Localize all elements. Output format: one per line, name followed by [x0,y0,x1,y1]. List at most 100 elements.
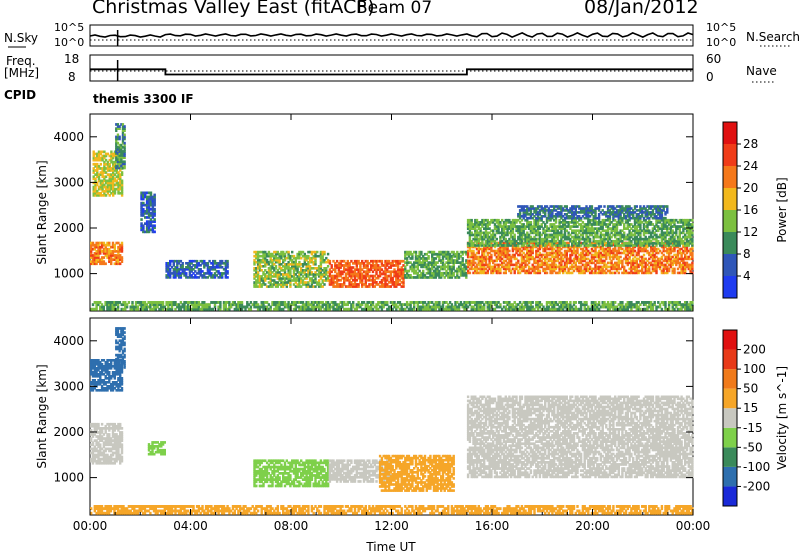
power-data-cell [445,301,448,304]
power-data-cell [542,305,545,309]
power-data-cell [110,183,113,187]
power-data-cell [93,245,96,249]
power-data-cell [296,301,299,304]
power-data-cell [93,260,96,263]
power-data-cell [90,241,93,245]
power-data-cell [92,167,95,170]
power-data-cell [328,303,332,307]
power-data-cell [140,218,143,221]
power-data-cell [116,145,120,149]
power-data-cell [628,305,631,309]
power-data-cell [109,301,113,304]
power-data-cell [116,123,120,126]
power-data-cell [314,301,317,304]
power-data-cell [553,305,556,309]
power-data-cell [94,191,97,195]
power-data-cell [110,181,113,185]
power-data-cell [145,228,149,232]
power-data-cell [233,303,236,307]
power-data-cell [393,301,396,304]
power-data-cell [678,301,681,304]
power-data-cell [153,226,156,230]
power-data-cell [617,271,620,275]
power-data-cell [506,307,509,311]
power-data-cell [479,303,482,307]
power-data-cell [536,305,540,309]
power-data-cell [120,187,124,191]
power-data-cell [488,305,491,309]
power-data-cell [395,305,398,309]
power-data-cell [246,301,249,304]
power-data-cell [120,243,124,247]
power-data-cell [93,247,96,251]
power-data-cell [99,183,102,187]
power-data-cell [120,260,124,263]
power-data-cell [350,305,353,309]
power-data-cell [179,305,183,309]
power-data-cell [102,260,106,263]
power-data-cell [520,307,524,311]
power-data-cell [222,307,226,311]
power-data-cell [103,189,106,193]
power-data-cell [140,207,143,211]
power-data-cell [326,307,330,311]
power-data-cell [684,301,687,304]
power-data-cell [110,262,113,266]
nave-tick-top: 60 [706,52,722,66]
power-data-cell [240,303,244,307]
power-data-cell [120,166,123,170]
power-data-cell [576,307,579,311]
power-data-cell [106,179,110,183]
power-data-cell [393,305,396,309]
power-data-cell [92,185,95,189]
power-data-cell [466,301,470,304]
power-data-cell [119,181,122,185]
power-data-cell [149,201,153,205]
power-data-cell [186,262,190,265]
power-data-cell [619,255,622,259]
power-data-cell [671,307,674,311]
power-data-cell [113,305,116,309]
power-data-cell [287,305,290,309]
power-data-cell [461,305,464,309]
power-data-cell [192,307,195,311]
power-data-cell [624,307,628,311]
power-data-cell [361,307,364,311]
power-data-cell [104,152,108,156]
power-data-cell [103,154,106,158]
power-data-cell [120,189,124,193]
power-data-cell [147,199,151,203]
power-data-cell [411,307,414,311]
power-data-cell [116,160,120,164]
power-data-cell [116,162,120,166]
nsearch-tick-top: 10^5 [706,21,737,34]
power-data-cell [183,301,186,304]
power-data-cell [176,264,179,267]
power-data-cell [569,301,572,304]
power-data-cell [422,305,425,309]
power-data-cell [273,307,276,311]
power-data-cell [149,197,153,201]
power-data-cell [94,162,97,166]
power-data-cell [123,166,126,170]
power-data-cell [282,301,285,304]
power-data-cell [144,203,147,207]
power-data-cell [154,301,157,304]
power-data-cell [188,307,192,311]
power-data-cell [434,301,437,304]
power-data-cell [120,256,124,259]
power-data-cell [594,305,597,309]
power-data-cell [529,303,533,307]
power-data-cell [110,175,113,179]
power-data-cell [680,303,683,307]
power-data-cell [161,307,165,311]
power-data-cell [465,303,468,307]
power-data-cell [195,262,199,265]
power-data-cell [536,303,540,307]
power-data-cell [653,301,656,304]
power-data-cell [96,158,99,162]
power-data-cell [117,191,120,195]
power-data-cell [112,177,115,181]
power-data-cell [317,303,321,307]
power-data-cell [97,247,100,251]
